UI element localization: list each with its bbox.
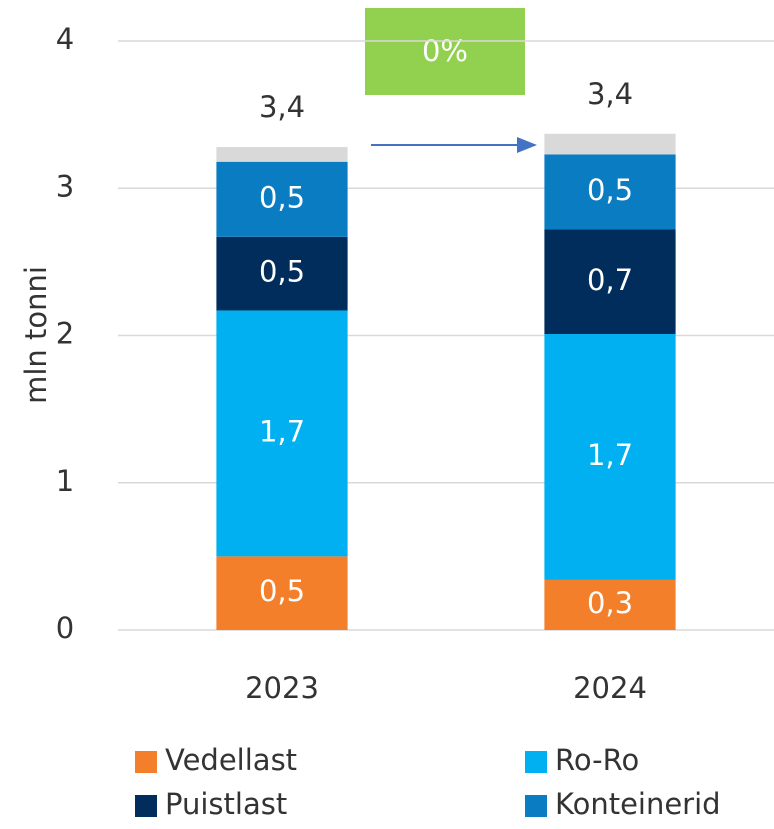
data-label: 0,3 [587,586,633,620]
bar-segment [544,154,676,230]
data-label: 0,5 [259,574,305,608]
bar-segment [544,229,676,335]
legend-swatch [525,795,547,817]
total-label: 3,4 [259,90,305,124]
legend-label: Ro-Ro [555,743,639,777]
data-label: 0,5 [259,180,305,214]
bar-segment [216,556,348,630]
y-axis-label: mln tonni [19,266,53,404]
y-tick-label: 3 [56,169,74,203]
legend-swatch [135,751,157,773]
data-label: 1,7 [259,414,305,448]
annotation: 0% [422,34,468,68]
bar-segment [544,133,676,155]
bar-segment [544,579,676,630]
total-label: 3,4 [587,77,633,111]
bar-segment [216,236,348,311]
legend-swatch [525,751,547,773]
x-tick-label: 2024 [573,671,647,705]
bar-segment [216,161,348,237]
data-label: 0,5 [259,255,305,289]
legend-label: Puistlast [165,787,287,821]
y-tick-label: 0 [56,611,74,645]
bar-segment [544,334,676,580]
data-label: 1,7 [587,438,633,472]
legend-label: Vedellast [165,743,297,777]
y-tick-label: 4 [56,22,74,56]
y-tick-label: 1 [56,464,74,498]
annotation-box [365,8,525,95]
bar-segment [216,147,348,162]
data-label: 0,5 [587,173,633,207]
legend-label: Konteinerid [555,787,721,821]
y-tick-label: 2 [56,317,74,351]
bar-segment [216,310,348,557]
legend-swatch [135,795,157,817]
data-label: 0,7 [587,263,633,297]
x-tick-label: 2023 [245,671,319,705]
